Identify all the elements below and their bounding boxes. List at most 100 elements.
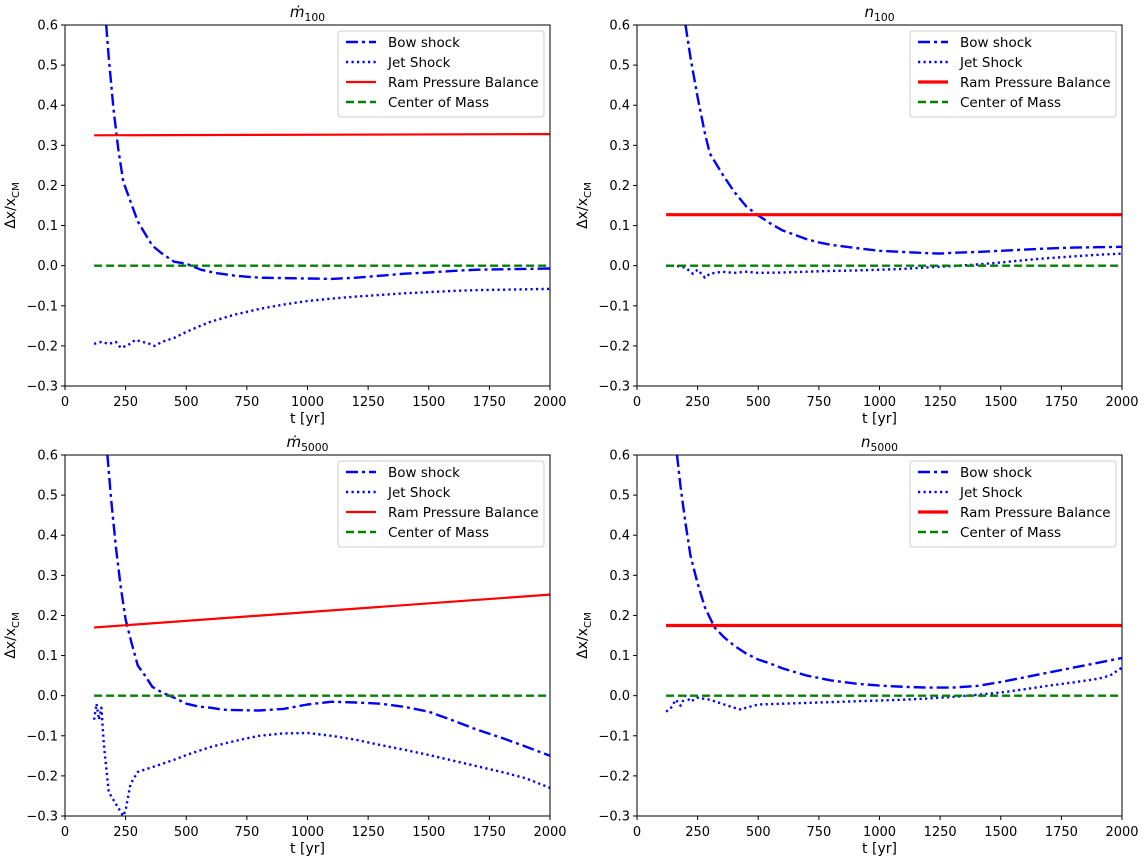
y-axis-label: Δx/xCM	[3, 612, 22, 659]
y-tick-label: −0.3	[598, 810, 630, 825]
legend: Bow shock Jet Shock Ram Pressure Balance Ce…	[909, 460, 1117, 548]
y-tick-label: 0.3	[609, 569, 630, 584]
chart-panel-4: 0 250 500 750 1000 1250 1500 1750 2000 −0.3 −0.2 −0…	[575, 433, 1139, 857]
legend-label: Center of Mass	[960, 95, 1061, 111]
y-axis-label: Δx/xCM	[3, 182, 22, 229]
x-tick-label: 2000	[533, 825, 566, 840]
legend-label: Ram Pressure Balance	[960, 505, 1111, 521]
y-tick-label: 0.3	[37, 569, 58, 584]
x-tick-label: 0	[61, 825, 69, 840]
y-tick-label: 0.6	[37, 449, 58, 464]
legend-frame	[909, 30, 1117, 118]
x-tick-label: 250	[113, 825, 138, 840]
x-tick-label: 1500	[412, 825, 445, 840]
x-axis-label: t [yr]	[862, 841, 897, 857]
x-axis-label: t [yr]	[862, 411, 897, 427]
y-axis-label: Δx/xCM	[575, 182, 594, 229]
legend-label: Ram Pressure Balance	[388, 75, 539, 91]
y-tick-label: −0.1	[598, 299, 630, 314]
y-tick-label: 0.2	[37, 609, 58, 624]
y-tick-label: 0.6	[37, 19, 58, 34]
y-tick-label: 0.1	[37, 219, 58, 234]
x-tick-label: 1000	[291, 825, 324, 840]
x-tick-label: 2000	[1105, 825, 1138, 840]
x-tick-label: 0	[633, 825, 641, 840]
series-line-jet-shock	[93, 287, 550, 350]
y-tick-label: −0.3	[598, 380, 630, 395]
x-tick-label: 250	[113, 395, 138, 410]
y-tick-label: 0.5	[609, 59, 630, 74]
series-group	[92, 455, 550, 816]
y-tick-label: 0.6	[609, 19, 630, 34]
y-tick-label: −0.2	[598, 769, 630, 784]
series-line-jet-shock	[665, 666, 1122, 713]
x-tick-label: 750	[806, 395, 831, 410]
x-tick-label: 1250	[924, 825, 957, 840]
y-tick-label: −0.2	[26, 769, 58, 784]
y-tick-label: 0.1	[37, 649, 58, 664]
legend-label: Bow shock	[388, 465, 460, 481]
chart-panel-2: 0 250 500 750 1000 1250 1500 1750 2000 −0.3 −0.2 −0…	[575, 3, 1139, 427]
legend: Bow shock Jet Shock Ram Pressure Balance Ce…	[909, 30, 1117, 118]
x-tick-label: 750	[806, 825, 831, 840]
legend-label: Jet Shock	[959, 485, 1023, 501]
series-line-jet-shock	[666, 252, 1122, 279]
panel-title: ṁ100	[290, 3, 325, 24]
series-group	[666, 25, 1122, 279]
x-tick-label: 500	[746, 825, 771, 840]
y-tick-label: 0.2	[609, 609, 630, 624]
x-tick-label: 1250	[352, 825, 385, 840]
y-tick-label: 0.0	[609, 259, 630, 274]
legend: Bow shock Jet Shock Ram Pressure Balance Ce…	[337, 30, 545, 118]
series-line-jet-shock	[92, 702, 550, 816]
x-tick-label: 2000	[1105, 395, 1138, 410]
legend-label: Jet Shock	[959, 55, 1023, 71]
x-tick-label: 250	[685, 825, 710, 840]
legend-label: Bow shock	[960, 35, 1032, 51]
chart-panel-3: 0 250 500 750 1000 1250 1500 1750 2000 −0.3 −0.2 −0…	[3, 433, 567, 857]
series-line-bow-shock	[675, 455, 1122, 689]
x-tick-label: 0	[633, 395, 641, 410]
series-line-ram-pressure-balance	[94, 593, 550, 629]
x-tick-label: 500	[174, 395, 199, 410]
legend-label: Bow shock	[960, 465, 1032, 481]
series-line-bow-shock	[105, 25, 550, 281]
y-axis-label: Δx/xCM	[575, 612, 594, 659]
y-tick-label: 0.2	[37, 179, 58, 194]
series-group	[665, 455, 1122, 713]
series-line-bow-shock	[106, 455, 550, 757]
x-tick-label: 1000	[291, 395, 324, 410]
y-tick-label: 0.5	[609, 489, 630, 504]
y-tick-label: −0.1	[26, 729, 58, 744]
y-tick-label: −0.3	[26, 810, 58, 825]
x-tick-label: 750	[234, 395, 259, 410]
y-tick-label: 0.4	[609, 99, 630, 114]
y-tick-label: 0.0	[609, 689, 630, 704]
legend-label: Bow shock	[388, 35, 460, 51]
legend-frame	[337, 30, 545, 118]
y-tick-label: 0.1	[609, 649, 630, 664]
legend-frame	[909, 460, 1117, 548]
x-tick-label: 500	[746, 395, 771, 410]
y-tick-label: −0.2	[26, 339, 58, 354]
y-tick-label: 0.2	[609, 179, 630, 194]
legend-label: Ram Pressure Balance	[388, 505, 539, 521]
x-tick-label: 1750	[1045, 825, 1078, 840]
legend: Bow shock Jet Shock Ram Pressure Balance Ce…	[337, 460, 545, 548]
legend-frame	[337, 460, 545, 548]
series-line-ram-pressure-balance	[94, 133, 550, 137]
y-tick-label: 0.0	[37, 259, 58, 274]
y-tick-label: 0.5	[37, 489, 58, 504]
x-axis-label: t [yr]	[290, 411, 325, 427]
x-tick-label: 1750	[473, 395, 506, 410]
x-tick-label: 1750	[1045, 395, 1078, 410]
legend-label: Center of Mass	[388, 95, 489, 111]
x-tick-label: 1250	[352, 395, 385, 410]
x-tick-label: 1500	[984, 825, 1017, 840]
x-tick-label: 1000	[863, 825, 896, 840]
y-tick-label: 0.3	[609, 139, 630, 154]
x-tick-label: 1750	[473, 825, 506, 840]
y-tick-label: 0.4	[37, 99, 58, 114]
series-group	[93, 25, 550, 350]
legend-label: Jet Shock	[387, 55, 451, 71]
